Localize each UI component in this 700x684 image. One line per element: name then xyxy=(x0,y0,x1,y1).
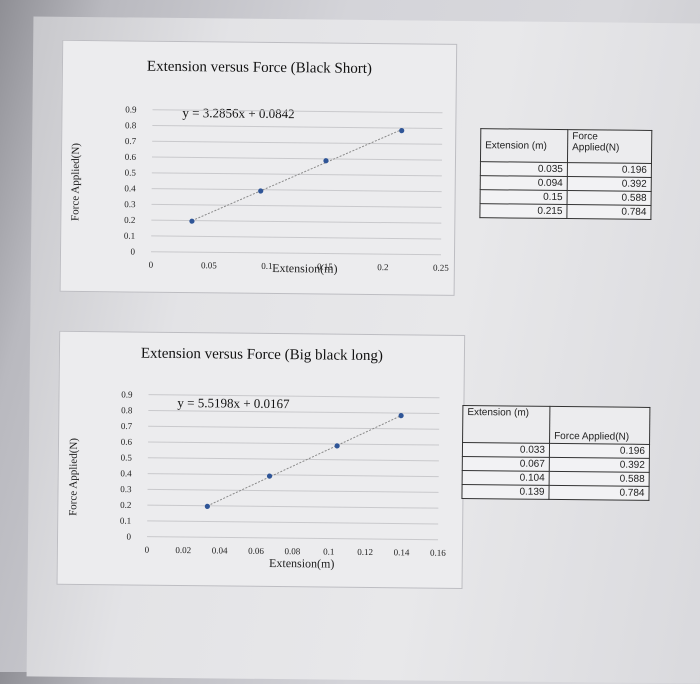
gridline xyxy=(151,203,442,208)
y-tick-label: 0.4 xyxy=(120,468,132,478)
x-tick-label: 0.08 xyxy=(284,546,300,556)
data-point xyxy=(398,413,404,419)
x-tick-label: 0.05 xyxy=(201,260,217,270)
y-tick-label: 0.6 xyxy=(125,152,137,162)
table-cell: 0.588 xyxy=(549,471,650,487)
chart-big-black-long: Extension versus Force (Big black long) … xyxy=(56,330,466,589)
x-tick-label: 0.14 xyxy=(394,547,410,557)
table-cell: 0.196 xyxy=(567,162,652,178)
table-cell: 0.033 xyxy=(462,442,550,458)
gridline xyxy=(148,441,440,446)
table-cell: 0.392 xyxy=(549,457,650,473)
y-tick-label: 0 xyxy=(126,531,131,541)
gridline xyxy=(147,504,439,509)
data-point xyxy=(266,473,273,479)
y-tick-label: 0.5 xyxy=(121,453,133,463)
x-tick-label: 0 xyxy=(145,545,150,555)
x-tick-label: 0.25 xyxy=(433,263,449,273)
table-cell: 0.588 xyxy=(567,190,652,206)
data-point xyxy=(258,188,264,194)
data-table-black-short: Extension (m) Force Applied(N) 0.035 0.19… xyxy=(479,128,653,220)
table-cell: 0.784 xyxy=(548,485,650,501)
table-cell: 0.104 xyxy=(462,470,550,486)
gridline xyxy=(147,536,439,541)
y-tick-label: 0.4 xyxy=(124,183,136,193)
y-tick-label: 0.3 xyxy=(120,484,132,494)
table-cell: 0.196 xyxy=(549,443,650,459)
y-tick-label: 0.9 xyxy=(125,104,137,114)
table-cell: 0.392 xyxy=(567,176,652,192)
y-tick-label: 0.8 xyxy=(121,405,133,415)
column-header-force: Force Applied(N) xyxy=(567,129,652,164)
y-tick-label: 0.1 xyxy=(120,516,131,526)
trendline xyxy=(191,129,402,222)
gridline xyxy=(152,109,443,114)
column-header-extension: Extension (m) xyxy=(462,405,550,444)
scatter-plot: 0 0.1 0.2 0.3 0.4 0.5 0.6 0.7 0.8 0.9 0 0.05 0.1 0.15… xyxy=(124,104,449,273)
data-point xyxy=(323,158,329,164)
gridline xyxy=(151,235,442,240)
gridline xyxy=(147,520,439,525)
y-tick-label: 0.6 xyxy=(121,437,133,447)
gridline xyxy=(147,457,439,462)
y-tick-label: 0.7 xyxy=(125,136,137,146)
column-header-force: Force Applied(N) xyxy=(549,406,650,445)
table-row: 0.139 0.784 xyxy=(461,484,650,501)
data-point xyxy=(204,503,210,509)
gridline xyxy=(151,188,442,193)
gridline xyxy=(147,488,439,493)
data-point xyxy=(334,443,340,449)
table-cell: 0.067 xyxy=(462,456,550,472)
y-tick-label: 0.7 xyxy=(121,421,133,431)
table-cell: 0.215 xyxy=(479,203,568,219)
gridline xyxy=(151,172,442,177)
column-header-extension: Extension (m) xyxy=(480,128,568,163)
x-tick-label: 0.06 xyxy=(248,546,264,556)
table-cell: 0.035 xyxy=(480,161,568,177)
gridline xyxy=(152,124,443,130)
x-tick-label: 0.15 xyxy=(317,261,333,271)
y-tick-label: 0 xyxy=(130,246,135,256)
y-tick-label: 0.1 xyxy=(124,231,135,241)
y-tick-label: 0.2 xyxy=(120,500,131,510)
y-tick-label: 0.3 xyxy=(124,199,136,209)
data-table-big-black-long: Extension (m) Force Applied(N) 0.033 0.19… xyxy=(461,404,651,501)
table-cell: 0.139 xyxy=(461,484,550,500)
chart-black-short: Extension versus Force (Black Short) For… xyxy=(59,39,458,296)
y-tick-label: 0.5 xyxy=(125,168,137,178)
gridline xyxy=(147,473,439,478)
x-tick-label: 0.1 xyxy=(323,547,334,557)
x-tick-label: 0.16 xyxy=(430,548,446,558)
x-tick-label: 0.2 xyxy=(377,262,388,272)
gridline xyxy=(148,409,440,415)
paper-page: Extension versus Force (Black Short) For… xyxy=(26,16,700,684)
x-tick-label: 0.02 xyxy=(175,545,191,555)
table-row: 0.215 0.784 xyxy=(479,203,652,220)
trendline xyxy=(207,415,402,507)
x-tick-label: 0.1 xyxy=(261,261,272,271)
y-tick-label: 0.8 xyxy=(125,120,137,130)
table-cell: 0.784 xyxy=(566,204,652,220)
gridline xyxy=(151,219,442,224)
data-point xyxy=(189,218,195,224)
x-tick-label: 0 xyxy=(149,260,154,270)
y-tick-label: 0.2 xyxy=(124,215,135,225)
table-cell: 0.094 xyxy=(480,175,568,191)
scatter-plot: 0 0.1 0.2 0.3 0.4 0.5 0.6 0.7 0.8 0.9 0 0.02 0.04 0.0… xyxy=(120,389,446,558)
table-cell: 0.15 xyxy=(480,189,568,205)
gridline xyxy=(152,140,443,145)
gridline xyxy=(148,394,440,399)
x-tick-label: 0.04 xyxy=(212,545,228,555)
y-tick-label: 0.9 xyxy=(121,389,133,399)
x-tick-label: 0.12 xyxy=(357,547,373,557)
gridline xyxy=(148,425,440,430)
gridline xyxy=(152,156,442,161)
data-point xyxy=(399,128,405,134)
gridline xyxy=(151,251,442,256)
